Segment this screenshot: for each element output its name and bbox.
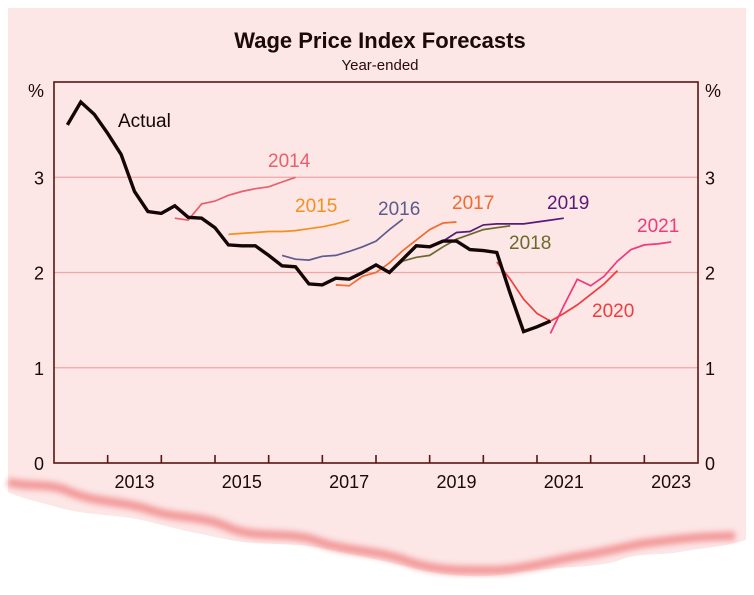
series-line-2019 — [442, 217, 564, 242]
series-label-2016: 2016 — [378, 199, 420, 220]
series-line-2017 — [335, 221, 457, 287]
series-label-2014: 2014 — [268, 151, 311, 172]
series-line-2021 — [549, 241, 672, 334]
y-axis-ticks: 0 0 1 1 2 2 3 3 — [34, 168, 715, 474]
chart-title: Wage Price Index Forecasts — [234, 28, 525, 53]
y-tick-label-left: 3 — [34, 168, 44, 188]
series-label-actual: Actual — [118, 111, 171, 132]
series-label-2020: 2020 — [592, 301, 634, 322]
series-line-2018 — [388, 224, 511, 274]
x-axis-ticks: 2013 2015 2017 2019 2021 2023 — [106, 455, 691, 492]
series-line-2015 — [228, 219, 350, 236]
series-line-2016 — [281, 218, 404, 261]
y-tick-label-left: 2 — [34, 264, 44, 284]
x-tick-label: 2013 — [114, 472, 154, 492]
series-label-2021: 2021 — [637, 216, 679, 237]
y-unit-left: % — [28, 81, 44, 101]
y-tick-label-right: 3 — [705, 168, 715, 188]
torn-edge-shadow — [6, 477, 736, 575]
series-label-2017: 2017 — [452, 193, 494, 214]
series-label-2018: 2018 — [509, 233, 551, 254]
series-line-2014 — [174, 176, 296, 222]
y-tick-label-right: 1 — [705, 359, 715, 379]
y-tick-label-right: 2 — [705, 264, 715, 284]
y-tick-label-right: 0 — [705, 454, 715, 474]
x-tick-label: 2017 — [329, 472, 369, 492]
y-tick-label-left: 0 — [34, 454, 44, 474]
series-label-2015: 2015 — [295, 196, 337, 217]
chart-subtitle: Year-ended — [341, 57, 418, 74]
x-tick-label: 2019 — [436, 472, 476, 492]
series-lines — [65, 99, 672, 334]
y-tick-label-left: 1 — [34, 359, 44, 379]
series-line-actual — [65, 99, 552, 334]
y-unit-right: % — [705, 81, 721, 101]
series-label-2019: 2019 — [547, 193, 589, 214]
x-tick-label: 2023 — [651, 472, 691, 492]
series-line-2020 — [496, 261, 619, 323]
x-tick-label: 2015 — [222, 472, 262, 492]
paper-sheet — [8, 8, 746, 577]
x-tick-label: 2021 — [544, 472, 584, 492]
